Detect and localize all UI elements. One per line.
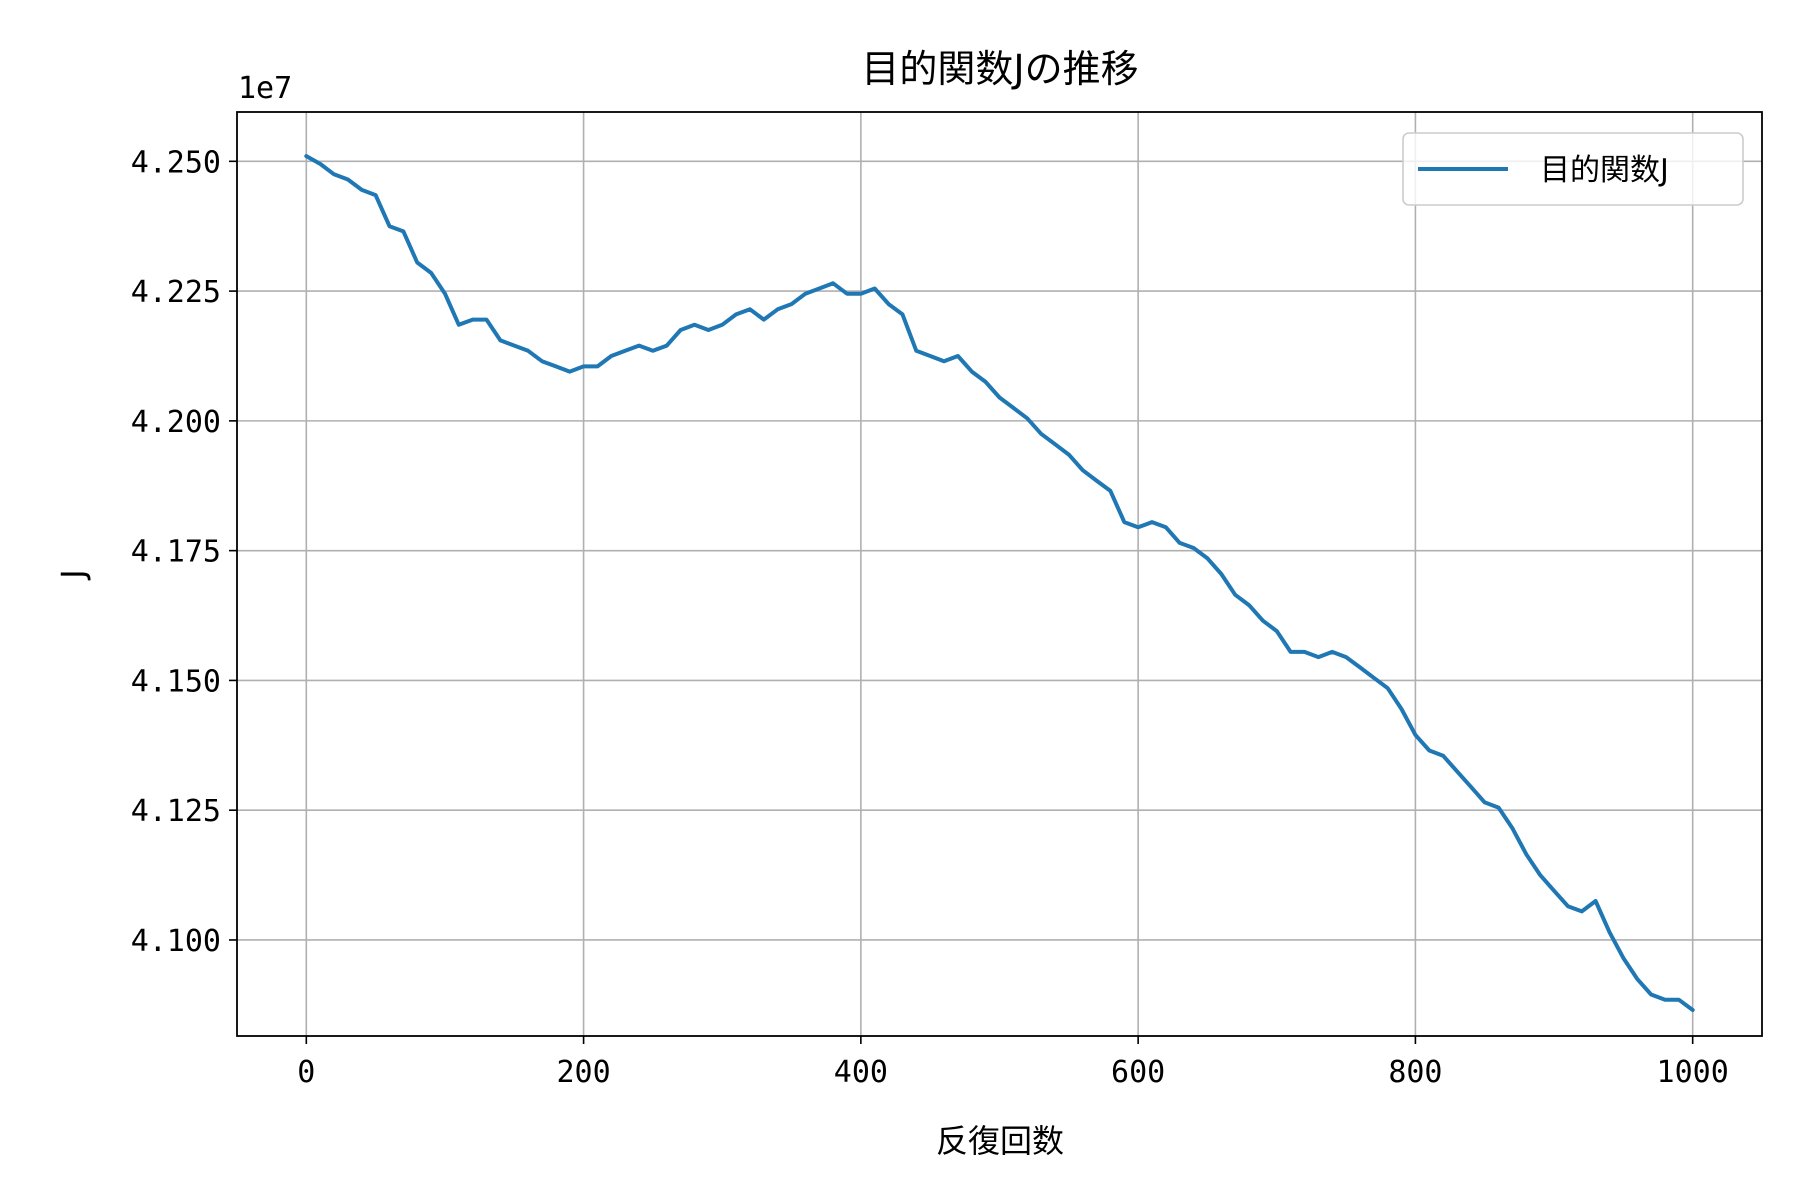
legend: 目的関数J [1402, 132, 1744, 206]
y-axis-label: J [54, 569, 92, 580]
y-tick-label: 4.175 [131, 535, 221, 570]
y-tick-label: 4.225 [131, 275, 221, 310]
x-tick-label: 400 [834, 1055, 888, 1090]
x-tick-label: 600 [1111, 1055, 1165, 1090]
y-tick-label: 4.250 [131, 145, 221, 180]
y-tick-label: 4.200 [131, 405, 221, 440]
legend-box [1402, 132, 1744, 206]
x-tick-label: 1000 [1657, 1055, 1729, 1090]
chart-title: 目的関数Jの推移 [861, 47, 1138, 91]
grid-lines [237, 112, 1762, 1036]
x-tick-label: 800 [1388, 1055, 1442, 1090]
x-tick-label: 0 [297, 1055, 315, 1090]
plot-area-frame [236, 111, 1763, 1037]
x-tick-label: 200 [556, 1055, 610, 1090]
series-line [304, 154, 1695, 1012]
legend-entry-label: 目的関数J [1540, 153, 1669, 188]
series-lines [304, 154, 1695, 1012]
y-tick-label: 4.125 [131, 794, 221, 829]
axis-ticks: 0 200 400 600 800 1000 4.100 4.125 4.150 4.175 4.2… [131, 145, 1729, 1090]
y-axis-offset-label: 1e7 [238, 71, 292, 106]
y-tick-label: 4.100 [131, 924, 221, 959]
x-axis-label: 反復回数 [936, 1122, 1064, 1160]
y-tick-label: 4.150 [131, 664, 221, 699]
